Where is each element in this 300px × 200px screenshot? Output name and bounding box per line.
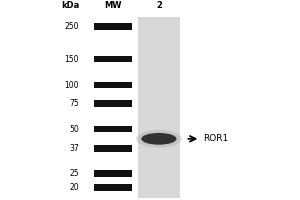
- Text: 50: 50: [69, 125, 79, 134]
- Text: kDa: kDa: [61, 1, 79, 10]
- Text: ROR1: ROR1: [203, 134, 229, 143]
- Bar: [94, 82, 132, 88]
- Bar: [94, 56, 132, 62]
- Text: 100: 100: [64, 81, 79, 90]
- Text: 20: 20: [69, 183, 79, 192]
- Bar: [94, 170, 132, 177]
- Ellipse shape: [136, 130, 182, 148]
- Ellipse shape: [141, 133, 176, 145]
- Text: 25: 25: [69, 169, 79, 178]
- Bar: [94, 100, 132, 107]
- Text: 75: 75: [69, 99, 79, 108]
- Text: 250: 250: [64, 22, 79, 31]
- Bar: [94, 184, 132, 191]
- Text: 37: 37: [69, 144, 79, 153]
- Text: MW: MW: [104, 1, 122, 10]
- Bar: [94, 23, 132, 30]
- Text: 2: 2: [156, 1, 162, 10]
- Bar: [138, 17, 180, 198]
- Text: 150: 150: [64, 55, 79, 64]
- Bar: [94, 126, 132, 132]
- Bar: [94, 145, 132, 152]
